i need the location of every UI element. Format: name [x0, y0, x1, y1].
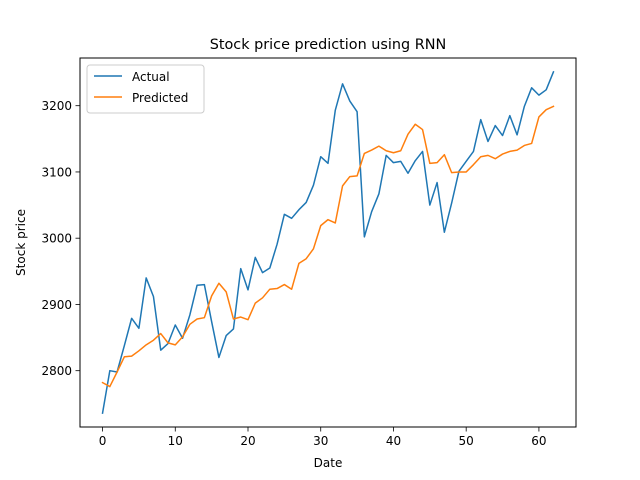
series-line-actual — [101, 70, 555, 414]
y-tick-label: 2800 — [41, 364, 72, 378]
x-tick-label: 0 — [99, 434, 107, 448]
y-axis: 2800 2900 3000 3100 3200 — [41, 99, 80, 378]
series-line-predicted — [101, 105, 555, 388]
chart-title: Stock price prediction using RNN — [210, 37, 447, 53]
legend-box — [86, 64, 205, 114]
y-tick-label: 3100 — [41, 165, 72, 179]
x-tick-label: 60 — [531, 434, 546, 448]
y-tick-label: 2900 — [41, 298, 72, 312]
series-layer — [101, 70, 555, 414]
x-tick-label: 20 — [240, 434, 255, 448]
x-tick-label: 30 — [313, 434, 328, 448]
x-tick-label: 10 — [168, 434, 183, 448]
x-axis: 0 10 20 30 40 50 60 — [99, 427, 547, 448]
legend: Actual Predicted — [86, 64, 205, 114]
plot-area-frame — [79, 57, 577, 428]
legend-label-actual: Actual — [132, 70, 170, 84]
y-axis-label: Stock price — [14, 209, 28, 276]
y-tick-label: 3000 — [41, 232, 72, 246]
x-axis-label: Date — [314, 456, 343, 470]
legend-label-predicted: Predicted — [132, 91, 188, 105]
x-tick-label: 40 — [386, 434, 401, 448]
x-tick-label: 50 — [459, 434, 474, 448]
y-tick-label: 3200 — [41, 99, 72, 113]
